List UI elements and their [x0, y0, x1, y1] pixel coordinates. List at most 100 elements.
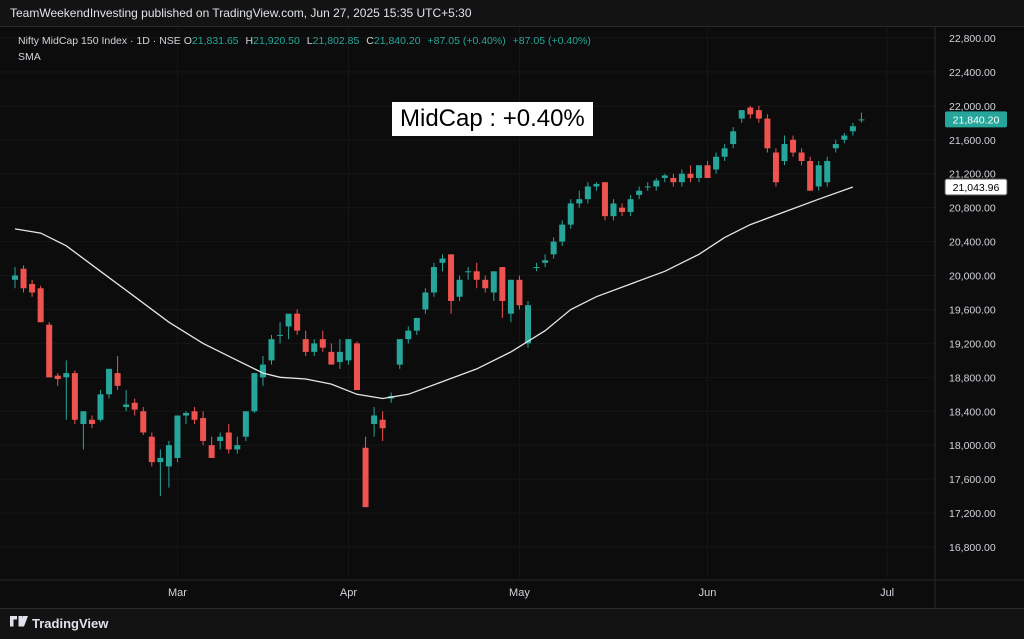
candle-body	[610, 203, 617, 217]
candle-body	[422, 292, 429, 310]
candle-body	[653, 180, 660, 187]
candle-body	[747, 107, 754, 115]
candle	[165, 440, 172, 488]
candle	[225, 423, 232, 454]
candle	[781, 135, 788, 166]
candle	[832, 139, 839, 153]
candle	[319, 330, 326, 352]
candle-body	[114, 373, 121, 386]
candle	[88, 415, 95, 429]
low-label: L	[306, 35, 313, 47]
candle	[46, 322, 53, 378]
candle	[456, 275, 463, 301]
candle	[542, 254, 549, 268]
candle-body	[106, 368, 113, 395]
candle-body	[242, 411, 249, 437]
candle-body	[439, 258, 446, 263]
candle-body	[696, 165, 702, 178]
candle-body	[567, 203, 574, 225]
open-value: 21,831.65	[191, 35, 239, 47]
candle-body	[636, 190, 643, 195]
candle	[148, 432, 155, 467]
candle-body	[311, 343, 318, 352]
candle	[336, 339, 343, 369]
candle-body	[71, 373, 78, 420]
candle-body	[644, 186, 651, 188]
sma-legend[interactable]: SMA	[18, 51, 41, 63]
candle-body	[183, 412, 189, 416]
candle-body	[533, 267, 540, 269]
y-tick-label: 17,600.00	[949, 474, 996, 486]
candle-body	[37, 288, 44, 323]
ohlc-legend: Nifty MidCap 150 Index · 1D · NSE O21,83…	[18, 35, 595, 47]
candle-body	[525, 305, 531, 344]
candle	[251, 373, 258, 413]
candle-body	[824, 161, 831, 183]
symbol-name[interactable]: Nifty MidCap 150 Index · 1D · NSE	[18, 35, 181, 47]
x-tick-label: Apr	[340, 587, 357, 599]
candle-body	[20, 268, 27, 289]
candle	[362, 436, 369, 508]
candle	[234, 436, 241, 454]
candle	[345, 339, 352, 365]
candle-body	[790, 139, 797, 153]
y-tick-label: 18,400.00	[949, 406, 996, 418]
candle	[550, 237, 557, 259]
y-tick-label: 21,600.00	[949, 135, 996, 147]
candle	[131, 398, 138, 416]
publish-text: TeamWeekendInvesting published on Tradin…	[10, 6, 472, 20]
y-tick-label: 18,800.00	[949, 372, 996, 384]
low-value: 21,802.85	[312, 35, 360, 47]
candle-body	[516, 279, 523, 306]
candle	[490, 271, 497, 301]
candle-body	[294, 313, 301, 331]
change-value-2: +87.05 (+0.40%)	[512, 35, 591, 47]
y-tick-label: 16,800.00	[949, 542, 996, 554]
candle	[302, 330, 309, 357]
candle-body	[131, 402, 138, 410]
candle-body	[832, 144, 839, 149]
candle	[730, 127, 737, 149]
candle	[482, 275, 489, 293]
candle-body	[371, 415, 378, 424]
candle	[106, 368, 113, 399]
badge-bg	[944, 178, 1008, 196]
candle	[217, 432, 224, 450]
candle	[798, 148, 805, 166]
candle-body	[80, 411, 87, 424]
candle	[815, 161, 822, 191]
candle	[790, 135, 797, 157]
candle	[533, 262, 540, 272]
candle	[379, 411, 386, 441]
candle-body	[448, 254, 455, 301]
candle-body	[354, 343, 360, 391]
candle	[670, 173, 677, 187]
high-value: 21,920.50	[253, 35, 300, 47]
candle-body	[499, 267, 506, 301]
candle	[174, 415, 181, 463]
candle	[610, 199, 617, 221]
tradingview-logo-icon	[10, 616, 28, 627]
candle-body	[507, 279, 514, 314]
candle	[413, 317, 420, 335]
candle	[849, 122, 856, 136]
candle	[311, 339, 318, 357]
candle-body	[396, 339, 403, 365]
candle-body	[755, 110, 762, 119]
candle	[20, 265, 27, 293]
candle	[687, 165, 694, 183]
candle-body	[217, 436, 224, 441]
candle	[242, 411, 249, 441]
candle-body	[174, 415, 181, 458]
candle-body	[619, 207, 626, 212]
candle-body	[148, 436, 155, 463]
candle	[559, 220, 566, 246]
candle	[473, 262, 480, 289]
x-tick-label: Mar	[168, 587, 187, 599]
candle-body	[379, 419, 386, 429]
candle	[422, 288, 429, 314]
candle	[661, 173, 668, 183]
candle-body	[285, 313, 292, 327]
candle-body	[63, 373, 70, 378]
